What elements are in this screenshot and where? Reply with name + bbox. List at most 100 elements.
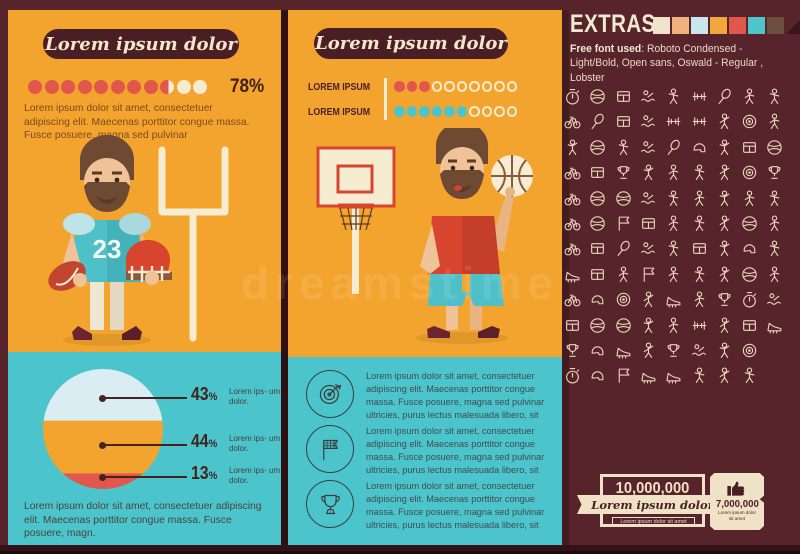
stat-dots xyxy=(394,106,517,117)
palette-swatch xyxy=(691,17,708,34)
soccer-ball-icon xyxy=(589,215,606,232)
gymnast-balance-icon xyxy=(564,139,581,156)
scoreboard-icon xyxy=(615,88,632,105)
progress-dot xyxy=(193,80,207,94)
running-shoe-icon xyxy=(615,342,632,359)
stat-dot xyxy=(481,106,492,117)
bicycle-icon xyxy=(564,215,581,232)
badge-ribbon: Lorem ipsum dolor xyxy=(586,495,719,514)
rowing-boat-icon xyxy=(766,291,783,308)
shooting-target-icon xyxy=(741,164,758,181)
stopwatch-timer-icon xyxy=(741,291,758,308)
surfboard-icon xyxy=(640,215,657,232)
palette-corner xyxy=(786,17,800,34)
bottom-frame xyxy=(0,545,800,554)
dartboard-target-icon xyxy=(741,113,758,130)
track-cycling-icon xyxy=(564,291,581,308)
trophy-icon: 1 xyxy=(306,480,354,528)
helmet-mask-icon xyxy=(589,367,606,384)
windsurfing-icon xyxy=(640,88,657,105)
squash-racquet-icon xyxy=(589,113,606,130)
stat-dot xyxy=(469,106,480,117)
feature-text: Lorem ipsum dolor sit amet, consectetuer… xyxy=(366,371,545,420)
gym-bench-icon xyxy=(691,317,708,334)
left-cyan-section: 43% Lorem ips- um dolor. 44% Lorem ips- … xyxy=(8,352,281,545)
ice-skating-icon xyxy=(716,164,733,181)
progress-dot xyxy=(176,80,191,94)
kickboxing-icon xyxy=(665,88,682,105)
fencing-icon xyxy=(716,113,733,130)
boxing-gloves-icon xyxy=(741,240,758,257)
likes-badge: 7,000,000 Lorem ipsum dolor sit amet xyxy=(710,473,764,530)
race-walking-icon xyxy=(766,88,783,105)
motocross-icon xyxy=(564,190,581,207)
stat-dot xyxy=(406,81,417,92)
font-note-bold: Free font used xyxy=(570,43,642,55)
golfer-icon xyxy=(665,215,682,232)
palette-swatch xyxy=(653,17,670,34)
sports-billboard-icon xyxy=(589,240,606,257)
shin-guards-icon xyxy=(766,317,783,334)
javelin-thrower-icon xyxy=(691,367,708,384)
palette-swatch xyxy=(672,17,689,34)
treadmill-running-icon xyxy=(640,164,657,181)
mountain-climber-icon xyxy=(665,317,682,334)
baseball-icon xyxy=(589,139,606,156)
callout-dot xyxy=(99,394,106,402)
archery-target-icon xyxy=(615,291,632,308)
basketball-dunk-icon xyxy=(615,317,632,334)
wrestling-headgear-icon xyxy=(589,291,606,308)
segment-label: Lorem ips- um dolor. xyxy=(229,466,281,485)
stat-dot xyxy=(406,106,417,117)
feature-text: Lorem ipsum dolor sit amet, consectetuer… xyxy=(366,481,545,530)
dumbbell-icon xyxy=(691,88,708,105)
boxing-ring-icon xyxy=(741,88,758,105)
segment-label: Lorem ips- um dolor. xyxy=(229,387,281,406)
cricket-bat-icon xyxy=(766,190,783,207)
progress-dot xyxy=(110,80,125,94)
soccer-trophy-icon xyxy=(766,164,783,181)
bmx-bike-icon xyxy=(564,240,581,257)
progress-dot xyxy=(160,80,174,94)
boxing-match-icon xyxy=(691,164,708,181)
football-helmet-icon xyxy=(691,139,708,156)
stopwatch-icon xyxy=(564,88,581,105)
ski-poles-icon xyxy=(741,367,758,384)
badge-caption: Lorem ipsum dolor sit amet xyxy=(717,510,757,521)
checkered-flag-icon xyxy=(306,425,354,473)
stat-label: LOREM IPSUM xyxy=(308,82,371,93)
stat-dot xyxy=(431,81,442,92)
referee-clipboard-icon xyxy=(741,139,758,156)
winners-podium-icon xyxy=(615,164,632,181)
roller-skate-icon xyxy=(564,266,581,283)
hurdle-runner-icon xyxy=(665,164,682,181)
badge-value: 7,000,000 xyxy=(715,498,759,510)
football-player-illustration: 23 xyxy=(48,134,229,346)
progress-dot xyxy=(44,80,59,94)
progress-dots xyxy=(28,80,207,94)
baseball-bat-icon xyxy=(766,139,783,156)
middle-title-banner: Lorem ipsum dolor xyxy=(314,28,508,59)
sprinter-icon xyxy=(716,190,733,207)
panel-divider xyxy=(281,10,288,545)
archery-bow-icon xyxy=(741,342,758,359)
stat-dot xyxy=(431,106,442,117)
stat-dot xyxy=(419,106,430,117)
badge-caption: Lorem ipsum dolor sit amet xyxy=(612,517,695,527)
finish-tent-icon xyxy=(640,266,657,283)
golf-club-icon xyxy=(615,266,632,283)
basketball-icon xyxy=(491,155,533,197)
judo-throw-icon xyxy=(741,190,758,207)
score-clipboard-icon xyxy=(564,317,581,334)
extras-title: EXTRAS xyxy=(570,10,656,38)
progress-percent: 78% xyxy=(230,76,265,97)
middle-title: Lorem ipsum dolor xyxy=(315,33,507,54)
golf-flag-icon xyxy=(615,367,632,384)
feature-row: Lorem ipsum dolor sit amet, consectetuer… xyxy=(306,425,550,477)
stat-dot xyxy=(456,106,467,117)
callout-dot xyxy=(99,441,106,449)
stat-dot xyxy=(481,81,492,92)
ski-downhill-icon xyxy=(665,190,682,207)
progress-dot xyxy=(77,80,92,94)
goal-post-icon xyxy=(158,146,229,342)
